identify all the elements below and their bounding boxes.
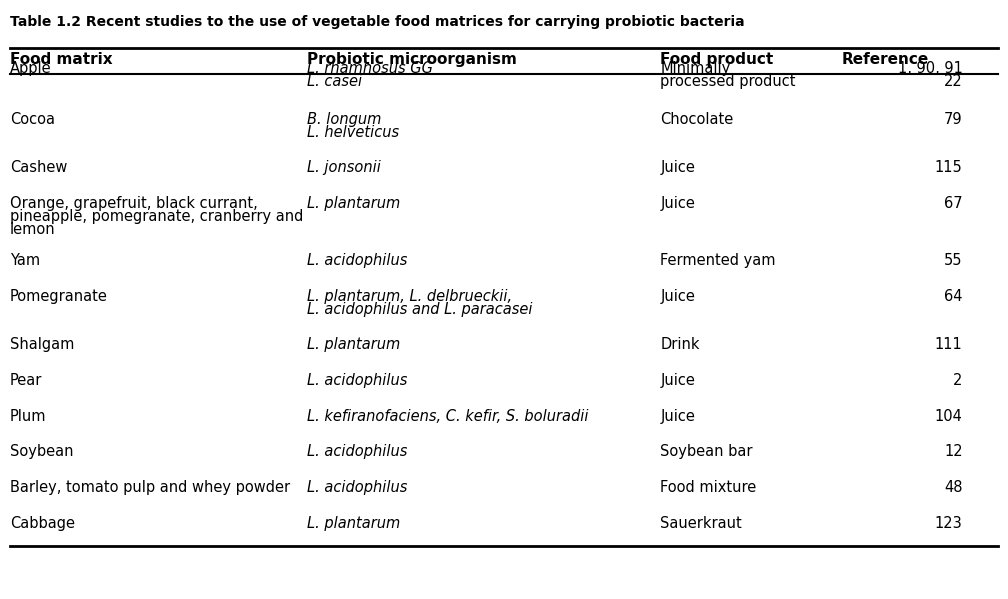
Text: Juice: Juice (660, 196, 696, 211)
Text: Cashew: Cashew (10, 160, 68, 175)
Text: Juice: Juice (660, 373, 696, 388)
Text: Juice: Juice (660, 160, 696, 175)
Text: L. plantarum: L. plantarum (307, 337, 401, 352)
Text: Plum: Plum (10, 409, 46, 423)
Text: 67: 67 (944, 196, 963, 211)
Text: 115: 115 (934, 160, 963, 175)
Text: Orange, grapefruit, black currant,: Orange, grapefruit, black currant, (10, 196, 258, 211)
Text: Soybean bar: Soybean bar (660, 444, 753, 459)
Text: processed product: processed product (660, 74, 795, 89)
Text: 48: 48 (944, 480, 963, 495)
Text: L. acidophilus: L. acidophilus (307, 444, 408, 459)
Text: B. longum: B. longum (307, 112, 382, 127)
Text: lemon: lemon (10, 222, 55, 237)
Text: L. jonsonii: L. jonsonii (307, 160, 381, 175)
Text: Juice: Juice (660, 289, 696, 304)
Text: Cabbage: Cabbage (10, 516, 75, 531)
Text: 22: 22 (943, 74, 963, 89)
Text: L. plantarum, L. delbrueckii,: L. plantarum, L. delbrueckii, (307, 289, 512, 304)
Text: Barley, tomato pulp and whey powder: Barley, tomato pulp and whey powder (10, 480, 290, 495)
Text: Fermented yam: Fermented yam (660, 253, 776, 268)
Text: Pomegranate: Pomegranate (10, 289, 108, 304)
Text: Chocolate: Chocolate (660, 112, 734, 127)
Text: L. kefiranofaciens, C. kefir, S. boluradii: L. kefiranofaciens, C. kefir, S. bolurad… (307, 409, 589, 423)
Text: 104: 104 (934, 409, 963, 423)
Text: L. rhamnosus GG: L. rhamnosus GG (307, 61, 433, 76)
Text: Juice: Juice (660, 409, 696, 423)
Text: pineapple, pomegranate, cranberry and: pineapple, pomegranate, cranberry and (10, 209, 303, 224)
Text: Minimally: Minimally (660, 61, 731, 76)
Text: Sauerkraut: Sauerkraut (660, 516, 742, 531)
Text: Cocoa: Cocoa (10, 112, 55, 127)
Text: Apple: Apple (10, 61, 51, 76)
Text: 111: 111 (934, 337, 963, 352)
Text: Yam: Yam (10, 253, 40, 268)
Text: L. casei: L. casei (307, 74, 363, 89)
Text: L. plantarum: L. plantarum (307, 196, 401, 211)
Text: 64: 64 (944, 289, 963, 304)
Text: L. acidophilus: L. acidophilus (307, 253, 408, 268)
Text: Probiotic microorganism: Probiotic microorganism (307, 52, 517, 67)
Text: 123: 123 (934, 516, 963, 531)
Text: L. helveticus: L. helveticus (307, 125, 399, 140)
Text: Reference: Reference (842, 52, 929, 67)
Text: Table 1.2 Recent studies to the use of vegetable food matrices for carrying prob: Table 1.2 Recent studies to the use of v… (10, 15, 745, 29)
Text: 12: 12 (944, 444, 963, 459)
Text: Food mixture: Food mixture (660, 480, 756, 495)
Text: 2: 2 (954, 373, 963, 388)
Text: 55: 55 (944, 253, 963, 268)
Text: Food matrix: Food matrix (10, 52, 113, 67)
Text: 79: 79 (944, 112, 963, 127)
Text: L. acidophilus: L. acidophilus (307, 480, 408, 495)
Text: Shalgam: Shalgam (10, 337, 75, 352)
Text: L. plantarum: L. plantarum (307, 516, 401, 531)
Text: 1, 90, 91: 1, 90, 91 (898, 61, 963, 76)
Text: Drink: Drink (660, 337, 700, 352)
Text: Food product: Food product (660, 52, 773, 67)
Text: L. acidophilus and L. paracasei: L. acidophilus and L. paracasei (307, 302, 533, 317)
Text: Pear: Pear (10, 373, 42, 388)
Text: Soybean: Soybean (10, 444, 74, 459)
Text: L. acidophilus: L. acidophilus (307, 373, 408, 388)
